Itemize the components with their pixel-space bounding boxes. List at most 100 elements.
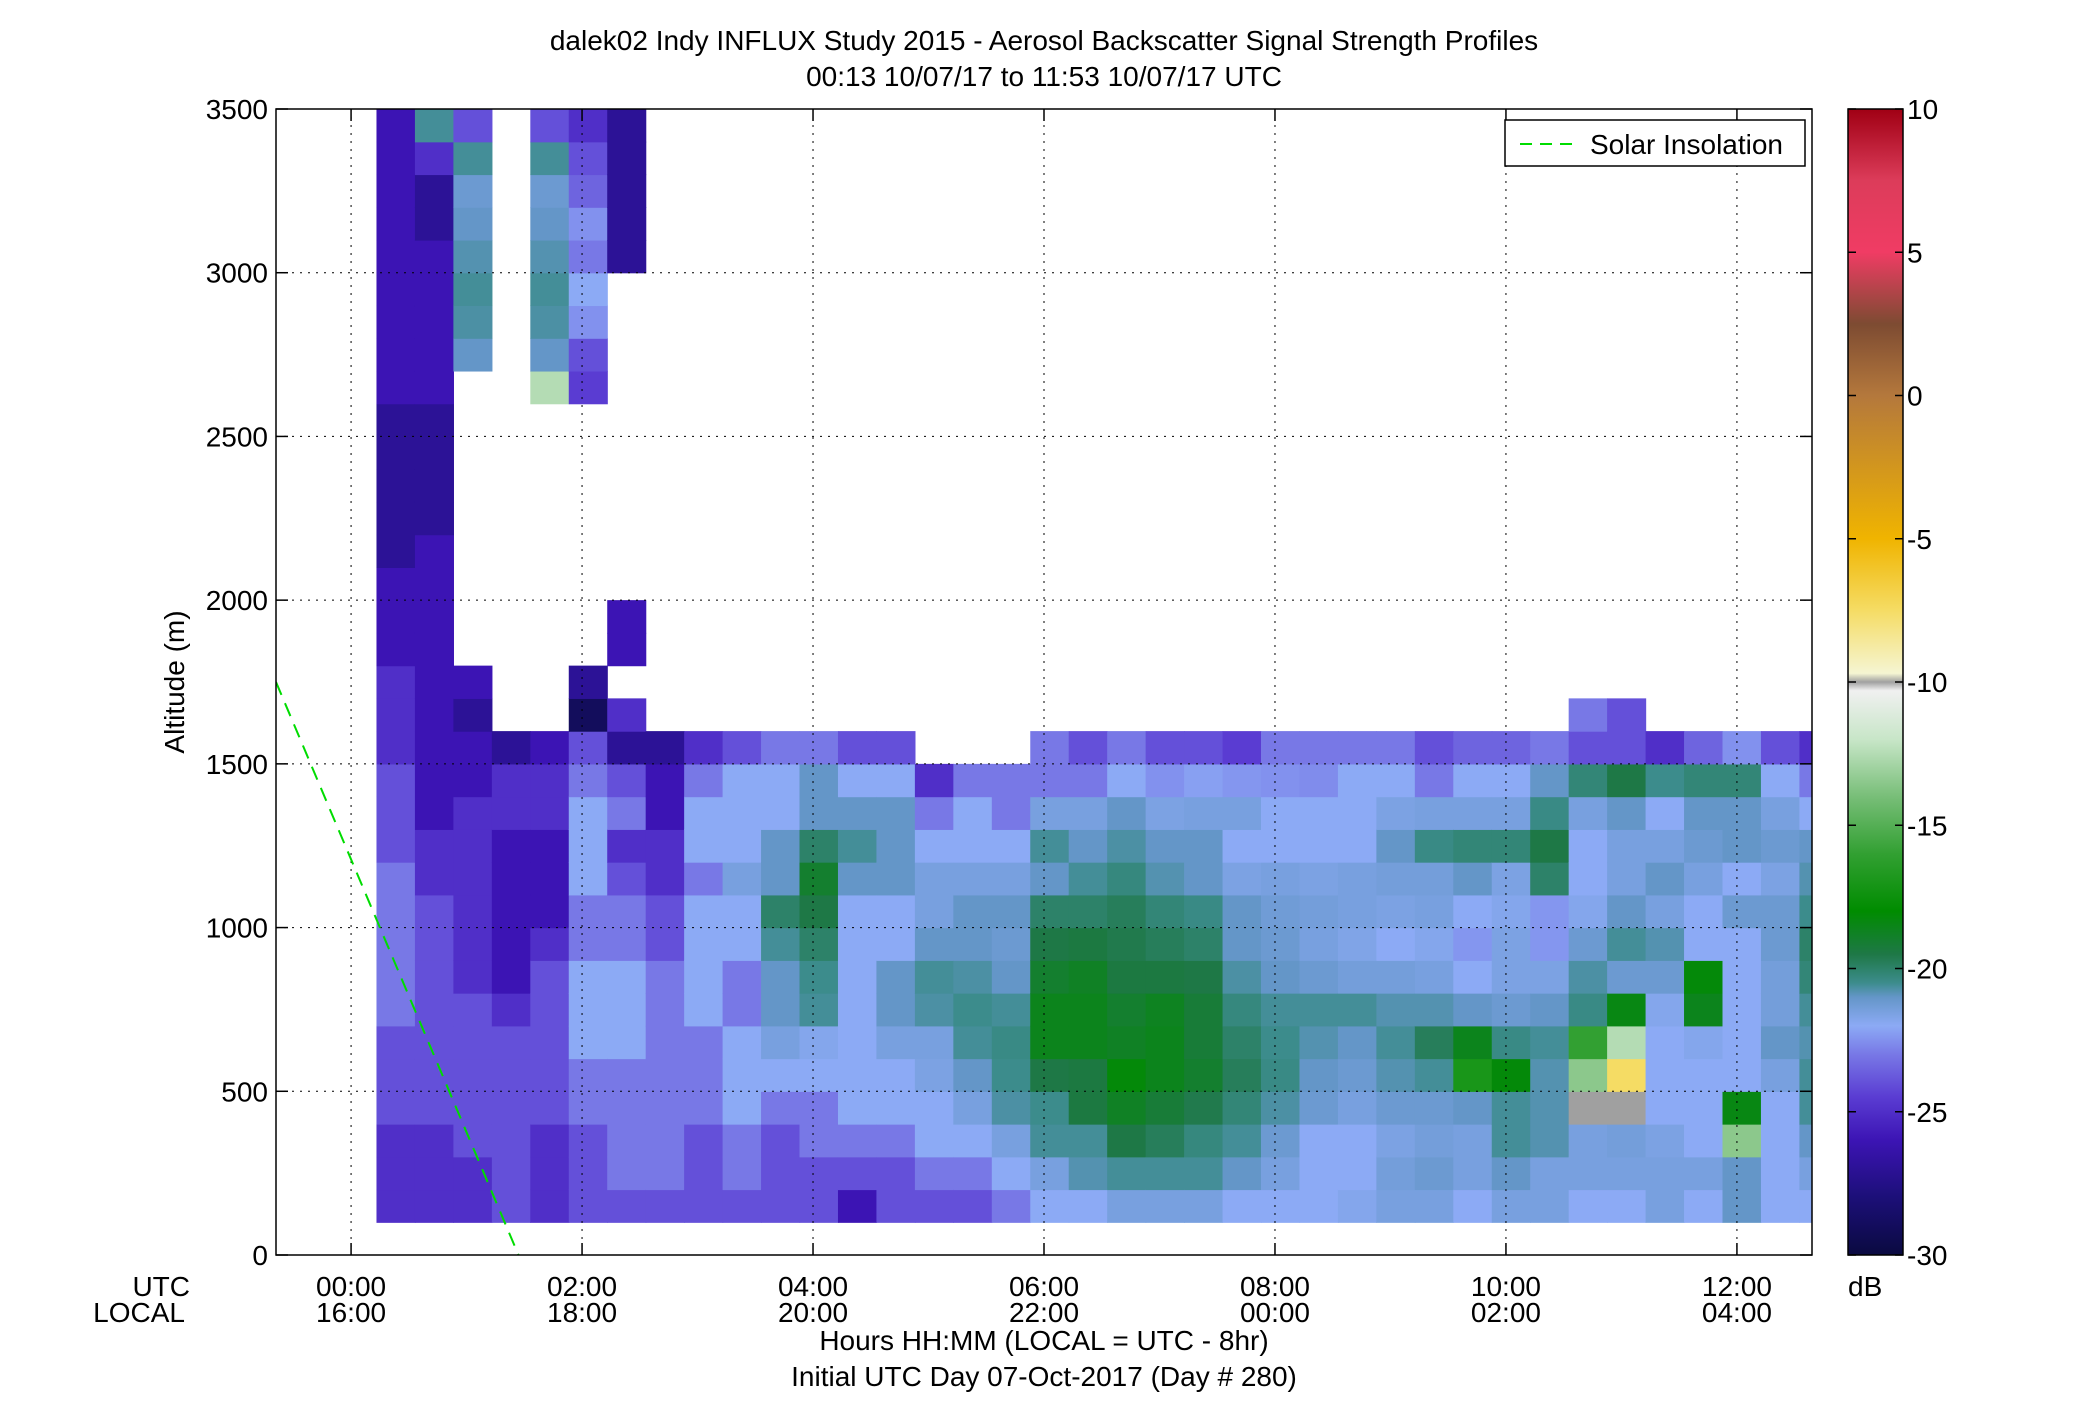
x-tick-label-utc: 04:00 xyxy=(778,1271,848,1302)
heatmap-cell xyxy=(1491,1124,1531,1158)
heatmap-cell xyxy=(1953,960,1992,993)
heatmap-cell xyxy=(376,862,416,896)
heatmap-cell xyxy=(1953,829,1992,862)
heatmap-cell xyxy=(376,109,416,143)
heatmap-cell xyxy=(1453,1091,1493,1125)
x-row-label-utc: UTC xyxy=(132,1271,190,1302)
heatmap-cell xyxy=(1684,829,1724,863)
heatmap-cell xyxy=(530,305,570,339)
heatmap-cell xyxy=(1030,1025,1070,1060)
heatmap-cell xyxy=(1337,829,1377,863)
heatmap-cell xyxy=(1722,1156,1762,1191)
heatmap-cell xyxy=(1376,1091,1416,1125)
heatmap-cell xyxy=(453,993,493,1027)
heatmap-cell xyxy=(607,763,647,798)
heatmap-cell xyxy=(1722,1189,1762,1223)
heatmap-cell xyxy=(837,993,878,1027)
heatmap-cell xyxy=(876,829,916,863)
heatmap-cell xyxy=(376,469,416,503)
heatmap-cell xyxy=(453,731,493,765)
heatmap-cell xyxy=(1337,960,1377,994)
heatmap-cell xyxy=(1030,731,1070,765)
heatmap-cell xyxy=(376,665,416,699)
heatmap-cell xyxy=(1799,829,1812,863)
heatmap-cell xyxy=(376,796,416,830)
heatmap-cell xyxy=(1722,1124,1762,1158)
x-tick-label-local: 18:00 xyxy=(547,1297,617,1328)
heatmap-cell xyxy=(2030,1124,2069,1157)
heatmap-cell xyxy=(722,763,762,798)
heatmap-cell xyxy=(1030,1124,1070,1158)
heatmap-cell xyxy=(1760,731,1801,765)
heatmap-cell xyxy=(1453,763,1493,798)
heatmap-cell xyxy=(991,993,1031,1027)
heatmap-cell xyxy=(799,1058,839,1092)
heatmap-cell xyxy=(1915,764,1954,797)
heatmap-cell xyxy=(453,862,493,896)
heatmap-cell xyxy=(914,993,954,1027)
heatmap-cell xyxy=(684,1091,724,1125)
heatmap-cell xyxy=(1568,829,1608,863)
heatmap-cell xyxy=(1299,960,1339,994)
heatmap-cell xyxy=(1992,928,2031,961)
heatmap-cell xyxy=(491,993,531,1027)
heatmap-cell xyxy=(1684,1025,1724,1060)
heatmap-cell xyxy=(376,829,416,863)
heatmap-cell xyxy=(1299,1189,1339,1223)
x-tick-label-local: 22:00 xyxy=(1009,1297,1079,1328)
heatmap-cell xyxy=(799,829,839,863)
heatmap-cell xyxy=(1107,829,1147,863)
heatmap-cell xyxy=(1530,927,1570,961)
heatmap-cell xyxy=(530,207,570,241)
heatmap-cell xyxy=(645,1189,685,1223)
heatmap-cell xyxy=(1376,829,1416,863)
heatmap-cell xyxy=(722,1025,762,1060)
heatmap-cell xyxy=(1261,731,1301,765)
heatmap-cell xyxy=(1184,927,1224,961)
heatmap-cell xyxy=(2030,1157,2069,1190)
heatmap-cell xyxy=(914,862,954,896)
heatmap-cell xyxy=(414,1091,454,1125)
heatmap-cell xyxy=(491,1189,531,1223)
heatmap-cell xyxy=(1799,1156,1812,1191)
heatmap-cell xyxy=(837,731,878,765)
heatmap-cell xyxy=(1568,927,1608,961)
y-tick-label: 3500 xyxy=(206,94,268,125)
x-tick-label-local: 00:00 xyxy=(1240,1297,1310,1328)
heatmap-cell xyxy=(876,862,916,896)
heatmap-cell xyxy=(1799,1091,1812,1125)
heatmap-cell xyxy=(1068,1156,1108,1191)
heatmap-cell xyxy=(491,894,531,929)
heatmap-cell xyxy=(799,960,839,994)
heatmap-cell xyxy=(376,305,416,339)
heatmap-cell xyxy=(914,1091,954,1125)
heatmap-cell xyxy=(722,993,762,1027)
heatmap-cell xyxy=(645,763,685,798)
heatmap-cell xyxy=(1107,1156,1147,1191)
series-layer xyxy=(276,681,520,1255)
heatmap-cell xyxy=(837,1025,878,1060)
heatmap-cell xyxy=(953,763,993,798)
heatmap-cell xyxy=(414,960,454,994)
heatmap-cell xyxy=(414,436,454,470)
heatmap-cell xyxy=(414,763,454,798)
heatmap-cell xyxy=(453,960,493,994)
heatmap-cell xyxy=(530,829,570,863)
heatmap-cell xyxy=(1915,1124,1954,1157)
heatmap-cell xyxy=(761,763,801,798)
heatmap-cell xyxy=(1376,731,1416,765)
heatmap-cell xyxy=(1222,862,1262,896)
heatmap-cell xyxy=(1684,1091,1724,1125)
heatmap-cell xyxy=(1530,1189,1570,1223)
heatmap-cell xyxy=(607,1091,647,1125)
heatmap-cell xyxy=(414,829,454,863)
colorbar-tick-label: -25 xyxy=(1907,1097,1947,1128)
heatmap-cell xyxy=(761,993,801,1027)
heatmap-cell xyxy=(684,1156,724,1191)
heatmap-cell xyxy=(2030,1059,2069,1092)
heatmap-cell xyxy=(1607,894,1647,929)
x-axis-sublabel: Initial UTC Day 07-Oct-2017 (Day # 280) xyxy=(791,1361,1297,1392)
heatmap-cell xyxy=(1145,1025,1185,1060)
heatmap-cell xyxy=(1030,960,1070,994)
